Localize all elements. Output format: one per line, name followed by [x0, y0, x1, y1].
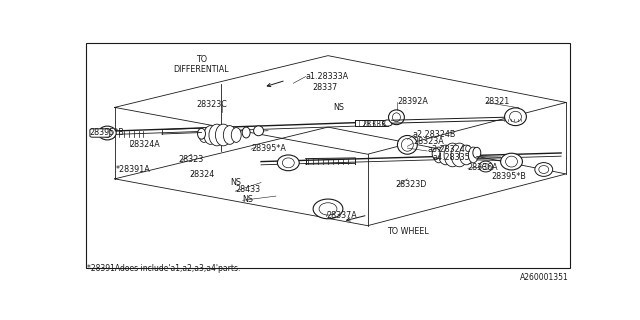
Text: 28324: 28324	[189, 170, 214, 179]
Text: NS: NS	[243, 195, 253, 204]
Ellipse shape	[282, 158, 294, 168]
Text: 28395*B: 28395*B	[492, 172, 527, 181]
Text: 28337A: 28337A	[326, 211, 357, 220]
Polygon shape	[115, 127, 566, 226]
Ellipse shape	[504, 108, 527, 126]
Text: 28392A: 28392A	[397, 97, 428, 106]
Ellipse shape	[539, 165, 548, 173]
Ellipse shape	[223, 126, 236, 144]
Text: 28323C: 28323C	[196, 100, 227, 109]
Ellipse shape	[388, 110, 404, 124]
Ellipse shape	[438, 145, 452, 165]
Text: 28395*B: 28395*B	[89, 128, 124, 137]
Text: 28323A: 28323A	[413, 137, 444, 146]
Ellipse shape	[383, 120, 392, 126]
Text: 28433: 28433	[236, 185, 260, 195]
Text: 28324A: 28324A	[129, 140, 161, 149]
Text: 28333: 28333	[361, 120, 387, 129]
Text: 28336A: 28336A	[468, 163, 499, 172]
Text: a4.28335: a4.28335	[432, 153, 470, 162]
Ellipse shape	[401, 139, 413, 151]
Text: TO
DIFFERENTIAL: TO DIFFERENTIAL	[173, 55, 229, 74]
Ellipse shape	[392, 113, 401, 122]
Text: 28323D: 28323D	[395, 180, 426, 189]
Ellipse shape	[460, 145, 474, 165]
Ellipse shape	[253, 126, 264, 136]
FancyBboxPatch shape	[90, 129, 110, 137]
Ellipse shape	[319, 203, 337, 215]
Text: a2.28324B: a2.28324B	[412, 130, 456, 139]
Text: 28337: 28337	[312, 83, 337, 92]
Text: 28395*A: 28395*A	[251, 144, 286, 153]
Ellipse shape	[500, 153, 522, 170]
Ellipse shape	[198, 128, 205, 139]
Ellipse shape	[434, 147, 444, 163]
Ellipse shape	[506, 156, 518, 167]
Ellipse shape	[204, 126, 217, 144]
Polygon shape	[115, 56, 566, 154]
Ellipse shape	[444, 143, 461, 167]
Text: NS: NS	[333, 103, 344, 112]
Ellipse shape	[231, 128, 241, 142]
Ellipse shape	[277, 155, 300, 171]
Ellipse shape	[432, 148, 440, 159]
Text: *28391A: *28391A	[116, 165, 151, 174]
Ellipse shape	[102, 129, 112, 138]
Text: NS: NS	[230, 178, 241, 187]
Ellipse shape	[242, 127, 250, 138]
Text: a1.28333A: a1.28333A	[306, 72, 349, 81]
Ellipse shape	[468, 147, 478, 163]
Ellipse shape	[473, 147, 481, 158]
Text: 28321: 28321	[484, 97, 509, 106]
Ellipse shape	[483, 164, 489, 170]
Ellipse shape	[535, 163, 553, 176]
Text: *28391Adoes include'a1,a2,a3,a4'parts.: *28391Adoes include'a1,a2,a3,a4'parts.	[88, 264, 241, 273]
Ellipse shape	[216, 124, 231, 146]
Text: 28323: 28323	[178, 155, 204, 164]
Ellipse shape	[509, 111, 522, 122]
Ellipse shape	[451, 143, 468, 167]
Ellipse shape	[99, 126, 116, 140]
Ellipse shape	[313, 199, 343, 219]
Text: TO WHEEL: TO WHEEL	[388, 227, 429, 236]
Text: a3.28324C: a3.28324C	[428, 145, 470, 154]
Ellipse shape	[397, 135, 417, 154]
Ellipse shape	[479, 161, 493, 172]
Text: A260001351: A260001351	[520, 273, 568, 283]
Ellipse shape	[199, 128, 209, 142]
Ellipse shape	[209, 124, 225, 146]
